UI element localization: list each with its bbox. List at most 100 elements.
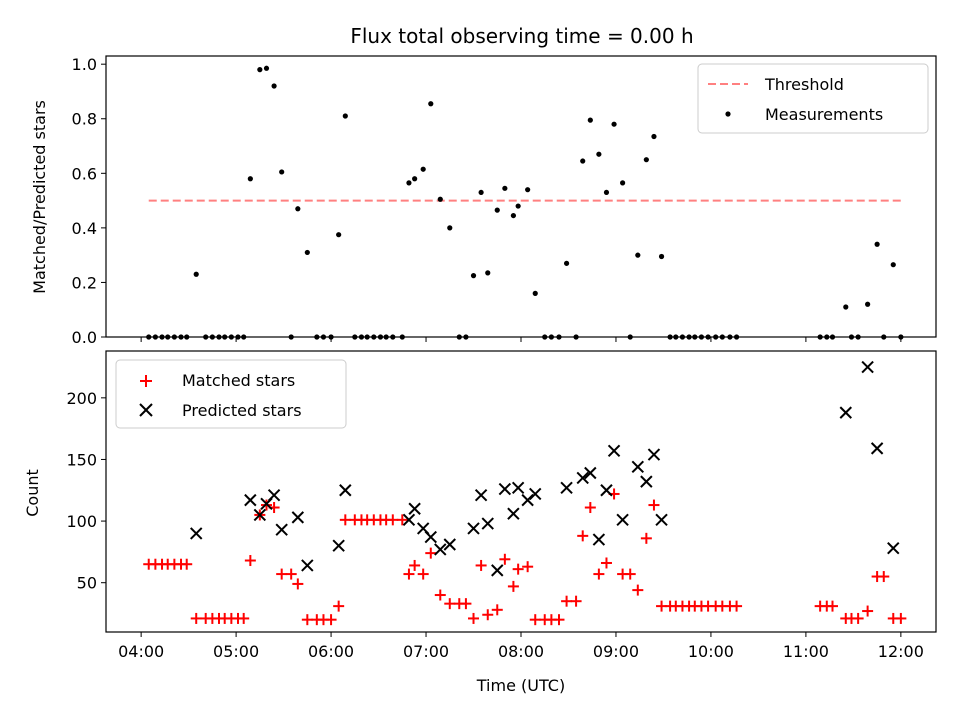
measurements-point [295, 206, 301, 212]
measurements-point [874, 241, 880, 247]
measurements-point [658, 253, 665, 260]
predicted-stars-point [339, 484, 352, 497]
predicted-stars-legend-label: Predicted stars [182, 401, 302, 420]
predicted-stars-point [244, 493, 257, 507]
predicted-stars-legend-swatch [139, 403, 153, 417]
measurements-point [643, 157, 649, 163]
matched-stars-point [333, 600, 345, 612]
bottom-x-tick-label: 07:00 [403, 642, 449, 661]
bottom-panel-marks [143, 360, 907, 626]
matched-stars-point [444, 598, 456, 610]
matched-stars-point [244, 555, 256, 567]
predicted-stars-point [424, 530, 437, 544]
measurements-legend-label: Measurements [765, 105, 883, 124]
predicted-stars-point [402, 513, 416, 527]
measurements-point [247, 176, 253, 182]
bottom-y-tick-label: 200 [66, 389, 97, 408]
predicted-stars-point [507, 507, 520, 520]
predicted-stars-point [408, 502, 421, 515]
matched-stars-point [425, 547, 437, 559]
top-panel-marks [146, 65, 904, 340]
matched-stars-point [387, 514, 399, 526]
top-legend-box [697, 63, 929, 134]
bottom-y-tick-label: 150 [66, 450, 97, 469]
measurements-point [257, 67, 263, 73]
measurements-point [494, 207, 500, 213]
top-panel-title: Flux total observing time = 0.00 h [350, 24, 693, 48]
predicted-stars-point [474, 488, 488, 502]
measurements-point [336, 232, 342, 238]
measurements-point [447, 225, 453, 231]
matched-stars-point [417, 568, 429, 580]
measurements-point [587, 117, 593, 123]
measurements-point [406, 180, 412, 186]
bottom-panel-frame [105, 350, 937, 633]
bottom-panel-x-label: Time (UTC) [476, 676, 565, 695]
measurements-point [342, 113, 348, 119]
bottom-x-tick-label: 08:00 [498, 642, 544, 661]
matched-stars-point [561, 595, 573, 607]
measurements-point [843, 304, 849, 310]
top-y-tick-label: 0.4 [72, 219, 97, 238]
predicted-stars-point [529, 487, 542, 501]
matched-stars-point [577, 530, 589, 542]
top-y-tick-label: 1.0 [72, 55, 97, 74]
bottom-x-tick-label: 04:00 [118, 642, 164, 661]
predicted-stars-point [887, 541, 900, 555]
matched-stars-point [292, 578, 304, 590]
matched-stars-point [190, 612, 202, 624]
measurements-point [420, 166, 426, 172]
matched-stars-point [499, 553, 511, 565]
measurements-point [437, 196, 443, 202]
predicted-stars-point [190, 527, 203, 540]
predicted-stars-point [592, 533, 606, 546]
matched-stars-point [482, 609, 494, 621]
bottom-x-tick-label: 11:00 [783, 642, 829, 661]
predicted-stars-point [560, 481, 573, 495]
matched-stars-point [648, 499, 660, 511]
measurements-point [635, 252, 641, 258]
bottom-x-tick-label: 12:00 [878, 642, 924, 661]
measurements-legend-swatch [725, 111, 731, 117]
matched-stars-point [640, 532, 652, 544]
matched-stars-point [468, 612, 480, 624]
predicted-stars-point [640, 475, 653, 488]
measurements-point [279, 169, 285, 175]
predicted-stars-point [631, 460, 645, 474]
predicted-stars-point [600, 484, 613, 497]
matched-stars-point [276, 568, 288, 580]
top-y-tick-label: 0.6 [72, 164, 97, 183]
measurements-point [890, 262, 896, 268]
matched-stars-legend-label: Matched stars [182, 371, 295, 390]
measurements-point [596, 151, 602, 157]
measurements-point [532, 290, 538, 296]
bottom-y-tick-label: 50 [77, 574, 97, 593]
measurements-point [580, 158, 586, 164]
matched-stars-point [403, 568, 415, 580]
predicted-stars-point [498, 482, 512, 496]
bottom-x-tick-label: 05:00 [213, 642, 259, 661]
measurements-point [515, 203, 521, 209]
matched-stars-point [475, 559, 487, 571]
predicted-stars-point [861, 360, 874, 374]
matched-stars-point [507, 580, 519, 592]
matched-stars-point [522, 561, 534, 573]
predicted-stars-point [655, 513, 668, 527]
matched-stars-point [409, 559, 421, 571]
predicted-stars-point [467, 522, 480, 535]
matched-stars-point [339, 514, 351, 526]
top-panel-x-ticks [140, 337, 902, 342]
measurements-point [563, 260, 570, 266]
measurements-point [428, 101, 434, 107]
measurements-point [271, 83, 277, 89]
predicted-stars-point [576, 471, 589, 485]
matched-stars-point [434, 589, 446, 601]
measurements-point [603, 189, 610, 196]
predicted-stars-point [839, 406, 852, 419]
predicted-stars-point [253, 508, 267, 522]
predicted-stars-point [584, 466, 597, 480]
matched-stars-point [632, 584, 644, 596]
top-panel-frame [105, 55, 937, 338]
bottom-legend-box [115, 359, 347, 429]
